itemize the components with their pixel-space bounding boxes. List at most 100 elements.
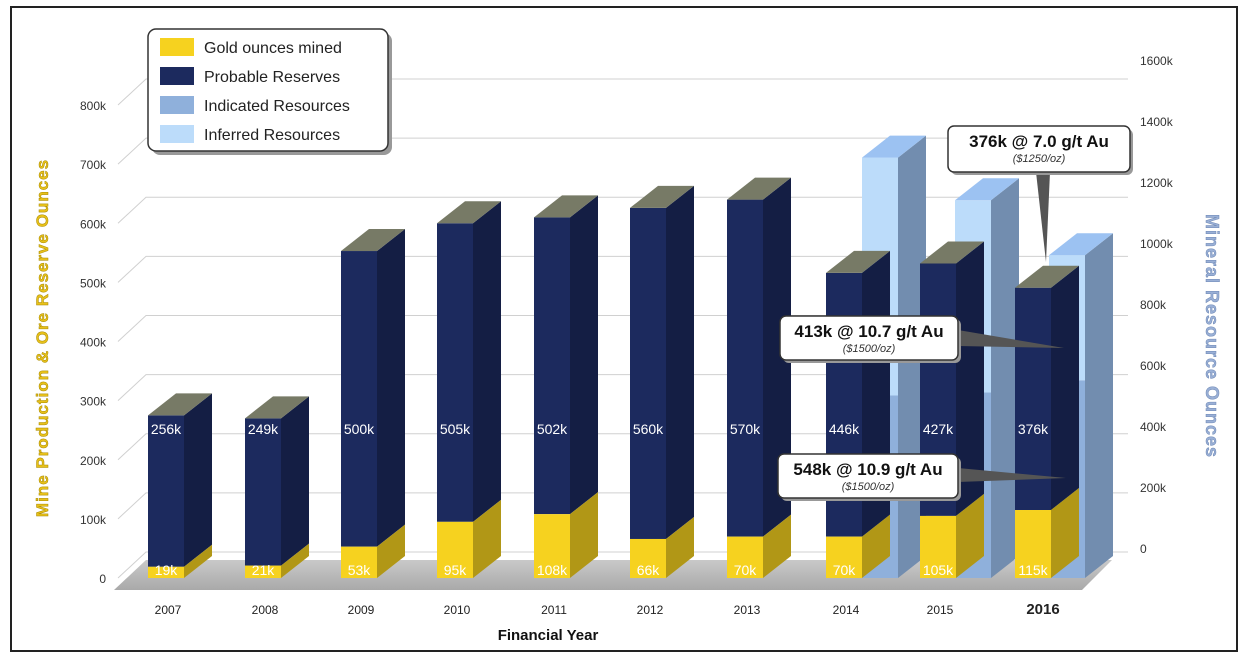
callout-pointer xyxy=(958,330,1064,348)
x-tick-label: 2008 xyxy=(252,603,279,617)
reserves-value-label: 570k xyxy=(730,421,761,437)
right-axis-title: Mineral Resource Ounces xyxy=(1202,214,1222,458)
reserves-value-label: 256k xyxy=(151,421,182,437)
probable-reserves-bar-top xyxy=(534,195,598,218)
probable-reserves-bar-side xyxy=(281,396,309,566)
resource-bar-side xyxy=(991,178,1019,579)
callout-box xyxy=(777,453,959,499)
legend-box xyxy=(147,28,389,152)
reserves-value-label: 505k xyxy=(440,421,471,437)
right-tick-label: 800k xyxy=(1140,298,1167,312)
reserves-value-label: 446k xyxy=(829,421,860,437)
probable-reserves-bar-side xyxy=(956,241,984,516)
right-tick-label: 1400k xyxy=(1140,115,1174,129)
probable-reserves-bar-top xyxy=(437,201,501,224)
inferred-resources-bar-top xyxy=(1049,233,1113,256)
callout: 413k @ 10.7 g/t Au ($1500/oz) xyxy=(779,315,1064,363)
right-tick-label: 1600k xyxy=(1140,54,1174,68)
probable-reserves-bar-top xyxy=(630,185,694,208)
gold-mined-bar xyxy=(534,514,570,578)
mined-value-label: 19k xyxy=(155,562,179,578)
reserves-value-label: 500k xyxy=(344,421,375,437)
gold-mined-bar-side xyxy=(184,544,212,578)
probable-reserves-bar-side xyxy=(570,195,598,515)
gold-mined-bar xyxy=(920,515,956,578)
gold-mined-bar xyxy=(148,566,184,578)
left-tick-label: 200k xyxy=(80,454,107,468)
reserves-value-label: 502k xyxy=(537,421,568,437)
x-tick-label: 2010 xyxy=(444,603,471,617)
gold-mined-bar-side xyxy=(763,514,791,578)
x-tick-label: 2016 xyxy=(1026,601,1059,618)
gridline xyxy=(117,255,1128,283)
reserves-value-label: 249k xyxy=(248,421,279,437)
gold-mined-bar xyxy=(341,546,377,578)
probable-reserves-bar-side xyxy=(763,177,791,537)
callout-sub-text: ($1500/oz) xyxy=(842,481,895,493)
probable-reserves-bar xyxy=(1015,287,1051,511)
right-tick-label: 600k xyxy=(1140,359,1167,373)
probable-reserves-bar-side xyxy=(473,201,501,522)
x-tick-label: 2015 xyxy=(927,603,954,617)
x-tick-label: 2013 xyxy=(734,603,761,617)
mined-value-label: 70k xyxy=(833,562,857,578)
gridline xyxy=(117,374,1128,401)
left-tick-label: 700k xyxy=(80,158,107,172)
inferred-resources-bar-top xyxy=(955,178,1019,201)
gridline xyxy=(117,78,1128,106)
legend-label: Gold ounces mined xyxy=(204,40,342,57)
legend-swatch xyxy=(160,38,194,56)
gold-mined-bar xyxy=(826,536,862,578)
left-tick-label: 100k xyxy=(80,513,107,527)
callout-pointer xyxy=(958,468,1066,482)
mined-value-label: 66k xyxy=(637,562,661,578)
x-tick-label: 2011 xyxy=(541,603,567,617)
gold-mined-bar-side xyxy=(956,493,984,578)
right-tick-label: 1000k xyxy=(1140,237,1174,251)
legend-label: Inferred Resources xyxy=(204,127,340,144)
callout-main-text: 548k @ 10.9 g/t Au xyxy=(793,460,942,479)
x-axis-title: Financial Year xyxy=(498,627,599,644)
probable-reserves-bar-top xyxy=(727,177,791,200)
probable-reserves-bar xyxy=(148,415,184,567)
probable-reserves-bar xyxy=(341,251,377,547)
gridline xyxy=(117,551,1128,579)
probable-reserves-bar xyxy=(630,207,666,539)
callout-box xyxy=(947,125,1131,173)
legend-swatch xyxy=(160,67,194,85)
x-tick-label: 2009 xyxy=(348,603,375,617)
x-tick-label: 2012 xyxy=(637,603,664,617)
gridline xyxy=(117,196,1128,224)
probable-reserves-bar xyxy=(727,199,763,537)
right-tick-label: 1200k xyxy=(1140,176,1174,190)
probable-reserves-bar-top xyxy=(920,241,984,264)
callout-pointer xyxy=(1036,172,1050,262)
gold-mined-bar xyxy=(245,565,281,578)
gold-mined-bar-side xyxy=(570,492,598,578)
left-axis-ticks: 0 100k 200k 300k 400k 500k 600k 700k 800k xyxy=(80,99,107,586)
gold-mined-bar-side xyxy=(473,499,501,578)
left-axis-title: Mine Production & Ore Reserve Ounces xyxy=(33,159,52,517)
inferred-resources-bar-top xyxy=(862,135,926,158)
mined-value-label: 115k xyxy=(1018,562,1048,578)
gold-mined-bar-side xyxy=(281,543,309,578)
gold-mined-bar xyxy=(437,521,473,578)
resource-bar-side xyxy=(1085,233,1113,578)
callout: 376k @ 7.0 g/t Au ($1250/oz) xyxy=(947,125,1133,262)
left-tick-label: 600k xyxy=(80,217,107,231)
callout-sub-text: ($1250/oz) xyxy=(1013,153,1066,165)
probable-reserves-bar xyxy=(437,223,473,522)
left-tick-label: 0 xyxy=(99,572,106,586)
callout: 548k @ 10.9 g/t Au ($1500/oz) xyxy=(777,453,1066,501)
gold-mined-bar-side xyxy=(1051,488,1079,578)
probable-reserves-bar-top xyxy=(1015,265,1079,288)
mined-value-label: 105k xyxy=(923,562,954,578)
legend-swatch xyxy=(160,125,194,143)
callout-main-text: 376k @ 7.0 g/t Au xyxy=(969,132,1109,151)
probable-reserves-bar-side xyxy=(666,185,694,539)
legend-label: Indicated Resources xyxy=(204,98,350,115)
gold-mined-bar xyxy=(1015,510,1051,578)
left-tick-label: 300k xyxy=(80,395,107,409)
left-tick-label: 800k xyxy=(80,99,107,113)
gold-mined-bar-side xyxy=(666,516,694,578)
